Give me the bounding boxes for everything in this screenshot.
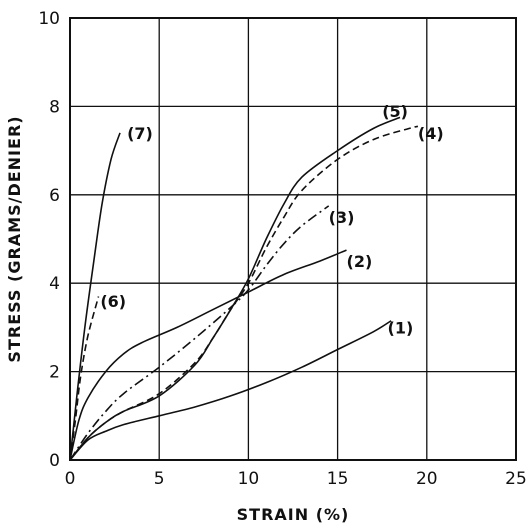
y-tick-label: 6 <box>49 186 60 206</box>
x-tick-label: 25 <box>505 469 526 489</box>
curves <box>69 116 419 461</box>
y-tick-label: 0 <box>49 451 60 471</box>
x-tick-label: 5 <box>154 469 165 489</box>
curve-label-4: (4) <box>418 124 444 143</box>
curve-1 <box>69 320 392 461</box>
curve-label-1: (1) <box>388 318 414 337</box>
curve-5 <box>69 116 401 461</box>
plot-frame <box>69 17 517 461</box>
y-axis-label: STRESS (GRAMS/DENIER) <box>5 115 24 362</box>
curve-label-6: (6) <box>100 292 126 311</box>
x-tick-label: 10 <box>238 469 260 489</box>
curve-2 <box>69 249 347 461</box>
y-tick-label: 8 <box>49 97 60 117</box>
axis-ticks: 0 5 10 15 20 25 0 2 4 6 8 10 <box>38 9 526 489</box>
grid <box>70 18 516 460</box>
y-tick-label: 10 <box>38 9 60 29</box>
curve-label-5: (5) <box>382 102 408 121</box>
curve-label-7: (7) <box>127 124 153 143</box>
x-tick-label: 0 <box>65 469 76 489</box>
y-tick-label: 2 <box>49 363 60 383</box>
curve-labels: (1) (2) (3) (4) (5) (6) (7) <box>100 102 443 338</box>
curve-7 <box>69 132 121 461</box>
x-axis-label: STRAIN (%) <box>237 505 350 524</box>
x-tick-label: 20 <box>416 469 438 489</box>
x-tick-label: 15 <box>327 469 349 489</box>
curve-6 <box>69 296 100 461</box>
curve-label-3: (3) <box>329 208 355 227</box>
y-tick-label: 4 <box>49 274 60 294</box>
curve-3 <box>69 205 330 461</box>
curve-label-2: (2) <box>347 252 373 271</box>
